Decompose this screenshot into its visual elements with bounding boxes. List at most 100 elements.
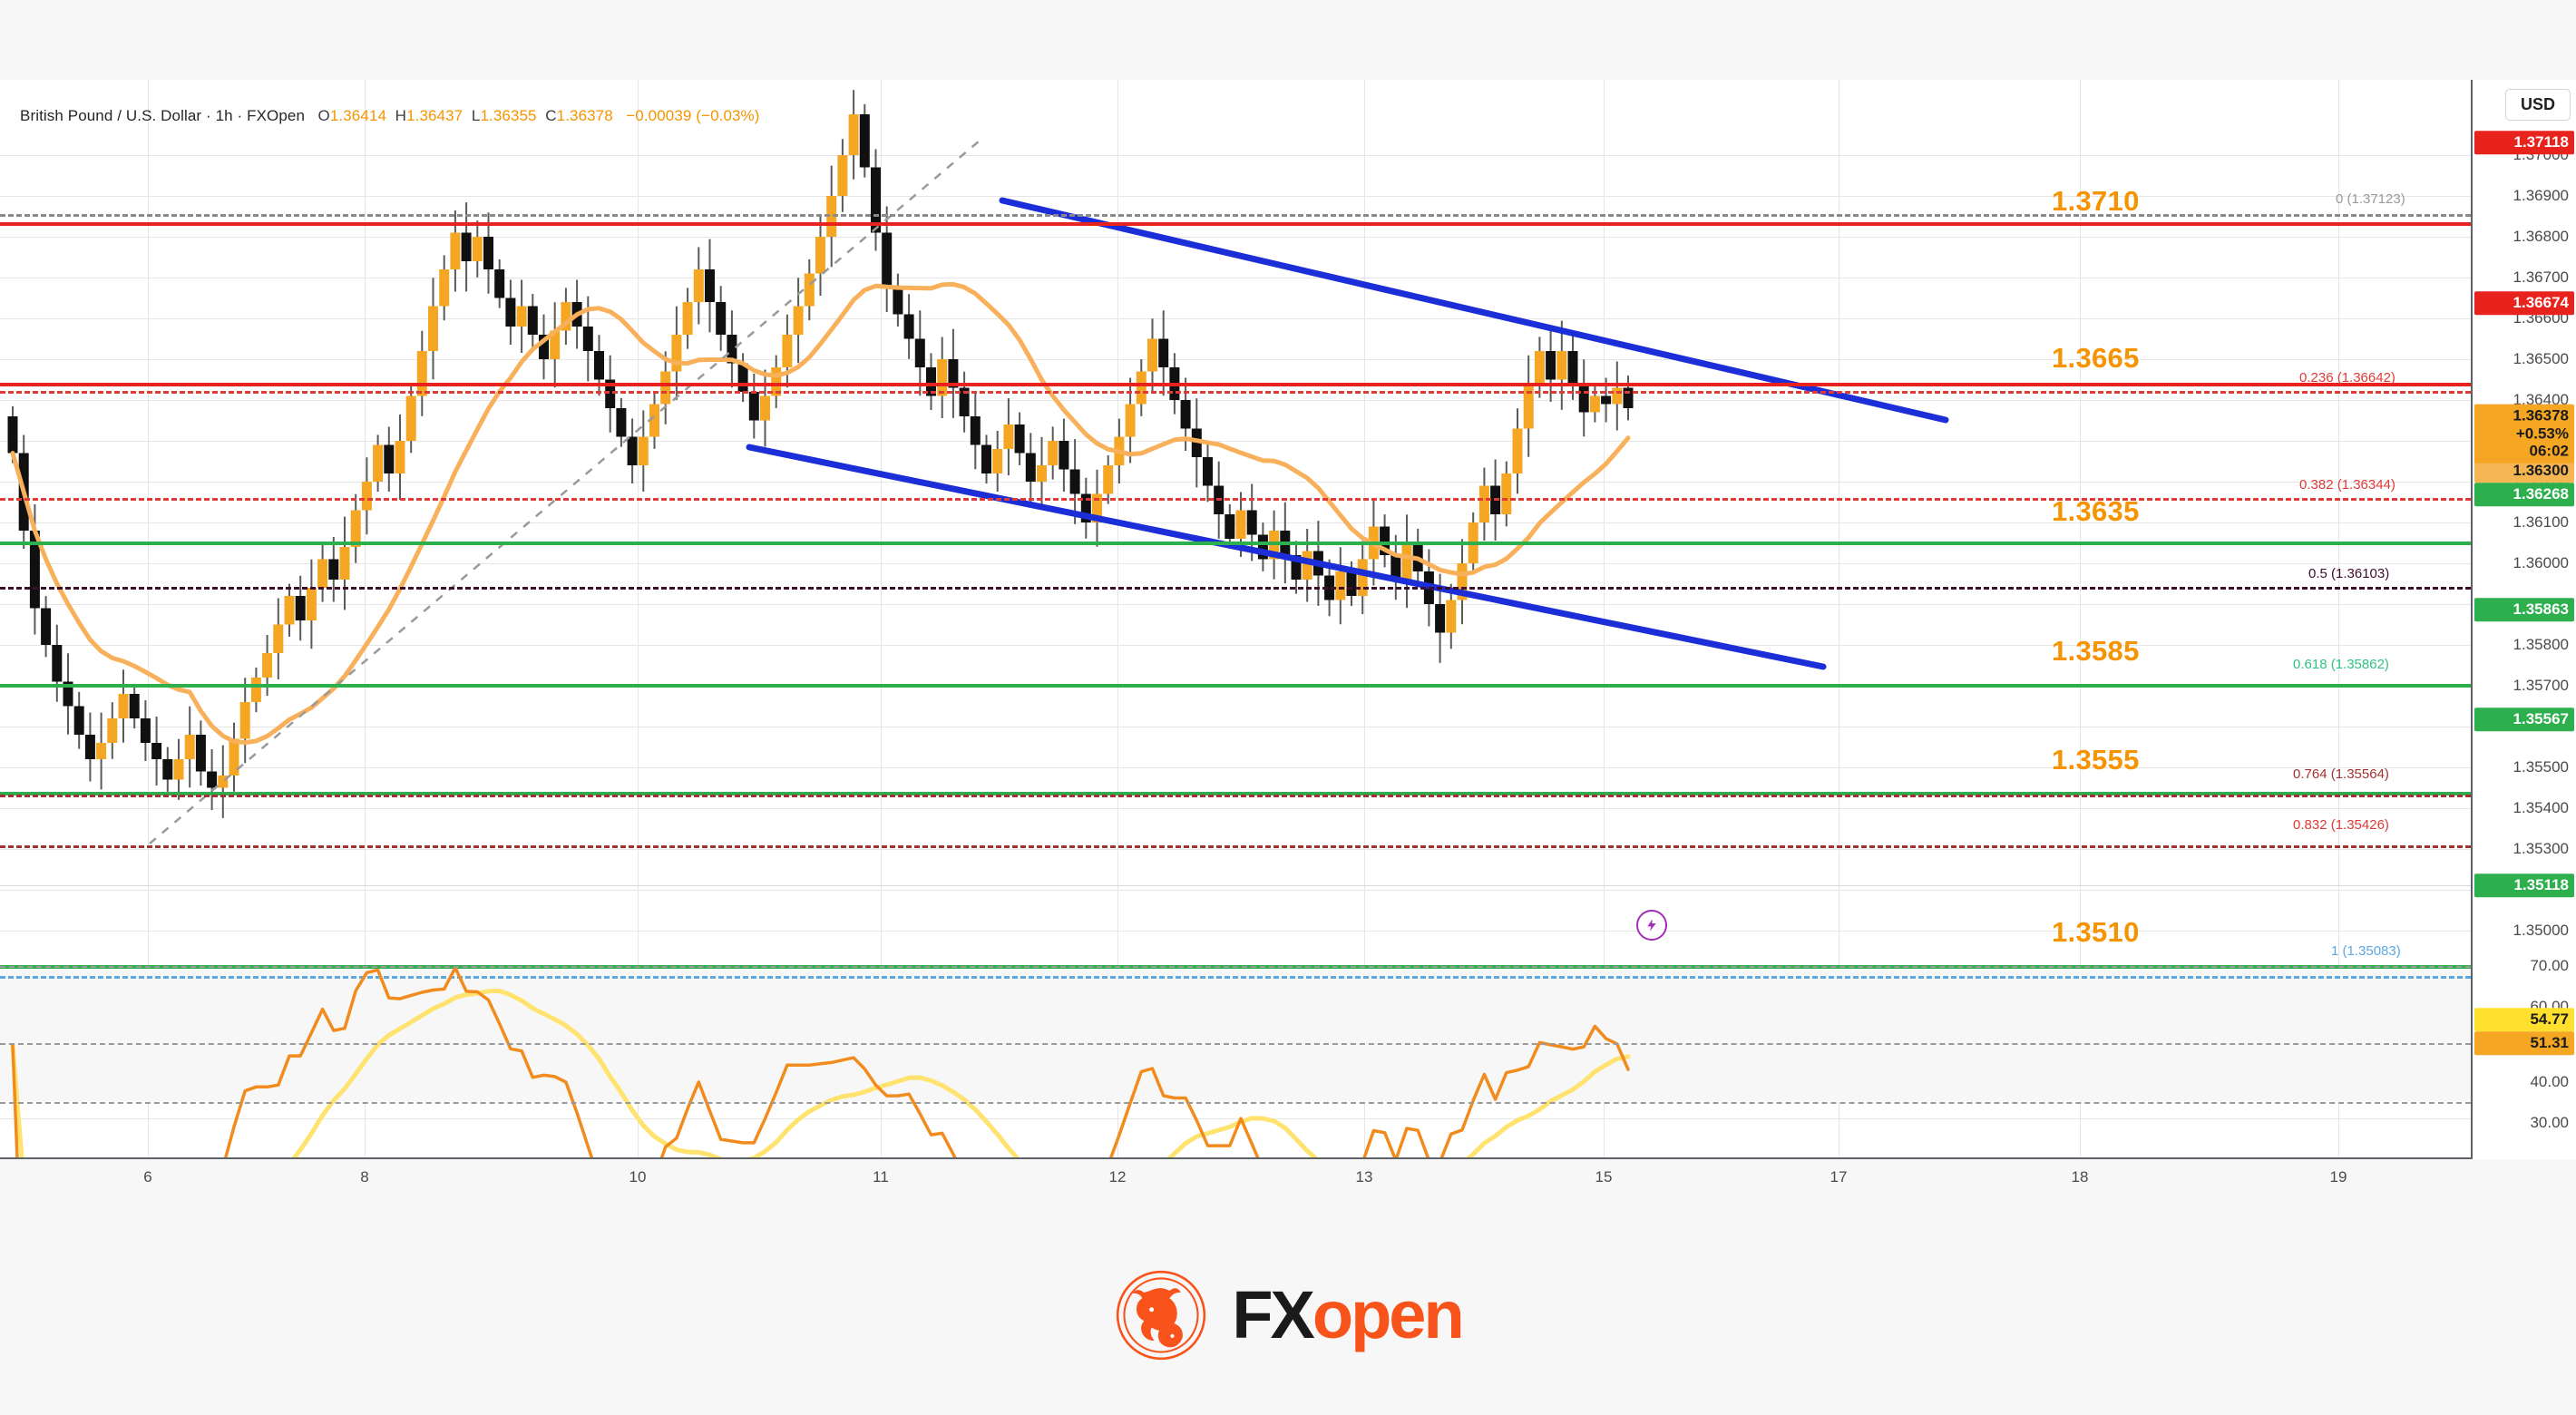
- gridline: [0, 808, 2471, 809]
- time-axis-tick: 6: [143, 1168, 152, 1186]
- price-axis-tick: 1.36400: [2513, 391, 2569, 408]
- study-line[interactable]: [0, 845, 2471, 848]
- legend-separator-1: ·: [206, 107, 211, 124]
- study-line[interactable]: [0, 498, 2471, 501]
- fibonacci-level-label: 0.5 (1.36103): [2308, 566, 2390, 581]
- current-price-price: 1.36378: [2513, 406, 2569, 424]
- study-line[interactable]: [0, 391, 2471, 394]
- gridline: [0, 196, 2471, 197]
- rsi-line: [11, 966, 1630, 1159]
- time-axis-tick: 11: [873, 1168, 889, 1186]
- price-axis-badge: 1.36674: [2474, 291, 2574, 315]
- fibonacci-level-label: 0.382 (1.36344): [2299, 477, 2395, 493]
- study-line[interactable]: [0, 587, 2471, 590]
- key-level-label: 1.3510: [2052, 916, 2140, 948]
- key-level-label: 1.3635: [2052, 495, 2140, 527]
- footer-branding: FXopen: [0, 1215, 2576, 1415]
- rsi-pane[interactable]: [0, 890, 2471, 1159]
- rsi-lower-band-line: [0, 1102, 2471, 1104]
- chart-legend: British Pound / U.S. Dollar · 1h · FXOpe…: [20, 107, 760, 125]
- price-axis-tick: 1.35500: [2513, 758, 2569, 776]
- key-level-label: 1.3710: [2052, 185, 2140, 217]
- open-label: O: [317, 107, 330, 124]
- close-value: 1.36378: [556, 107, 613, 124]
- open-value: 1.36414: [329, 107, 387, 124]
- study-line[interactable]: [0, 383, 2471, 386]
- gridline: [0, 849, 2471, 850]
- price-axis-tick: 1.36900: [2513, 187, 2569, 204]
- study-line[interactable]: [0, 795, 2471, 797]
- price-axis-tick: 1.35000: [2513, 922, 2569, 939]
- chart-canvas[interactable]: 0 (1.37123) 0.236 (1.36642) 0.382 (1.36344…: [0, 80, 2503, 1159]
- broker-label: FXOpen: [247, 107, 306, 124]
- lightning-bolt-icon[interactable]: [1636, 910, 1667, 941]
- price-axis-tick: 1.35300: [2513, 840, 2569, 857]
- fxopen-bull-logo-icon: [1114, 1268, 1208, 1362]
- current-price-percent: +0.53%: [2515, 424, 2569, 443]
- rsi-midline: [0, 1043, 2471, 1045]
- bolt-glyph: [1647, 919, 1656, 932]
- key-level-label: 1.3555: [2052, 744, 2140, 776]
- time-axis-tick: 17: [1830, 1168, 1848, 1186]
- price-axis-badge: 54.77: [2474, 1008, 2574, 1031]
- fibonacci-level-label: 0 (1.37123): [2336, 191, 2405, 207]
- time-axis-tick: 13: [1355, 1168, 1373, 1186]
- fibonacci-level-label: 0.618 (1.35862): [2293, 657, 2389, 672]
- price-axis-badge: 1.36268: [2474, 483, 2574, 506]
- legend-separator-2: ·: [237, 107, 243, 124]
- price-axis-badge: 1.37118: [2474, 131, 2574, 154]
- price-axis-badge: 1.35118: [2474, 873, 2574, 897]
- current-price-badge[interactable]: 1.36378 +0.53% 06:02: [2474, 404, 2574, 464]
- change-value: −0.00039 (−0.03%): [626, 107, 760, 124]
- study-line[interactable]: [0, 684, 2471, 688]
- fibonacci-level-label: 0.764 (1.35564): [2293, 766, 2389, 782]
- time-axis-line: [0, 1157, 2471, 1159]
- fibonacci-level-label: 1 (1.35083): [2331, 943, 2401, 959]
- price-axis-badge: 1.35567: [2474, 708, 2574, 731]
- bull-emblem: [1117, 1270, 1206, 1361]
- brand-open: open: [1312, 1277, 1465, 1352]
- price-axis-tick: 1.36000: [2513, 554, 2569, 571]
- time-axis-tick: 15: [1595, 1168, 1613, 1186]
- key-level-label: 1.3585: [2052, 635, 2140, 667]
- fxopen-wordmark: FXopen: [1232, 1282, 1464, 1349]
- symbol-name[interactable]: British Pound / U.S. Dollar: [20, 107, 202, 124]
- study-line[interactable]: [0, 222, 2471, 226]
- price-axis-tick: 30.00: [2530, 1114, 2569, 1131]
- fibonacci-level-label: 0.832 (1.35426): [2293, 817, 2389, 833]
- gridline: [2080, 80, 2081, 1159]
- rsi-moving-average-line: [10, 988, 1631, 1159]
- study-line[interactable]: [0, 214, 2471, 217]
- price-axis-tick: 1.36500: [2513, 350, 2569, 367]
- fibonacci-level-label: 0.236 (1.36642): [2299, 370, 2395, 385]
- rsi-series: [10, 966, 1631, 1159]
- price-axis-separator: [2471, 80, 2473, 1159]
- price-axis-tick: 1.36700: [2513, 268, 2569, 286]
- close-label: C: [545, 107, 557, 124]
- key-level-label: 1.3665: [2052, 342, 2140, 374]
- price-axis-tick: 1.35800: [2513, 636, 2569, 653]
- time-axis-tick: 8: [360, 1168, 369, 1186]
- gridline: [0, 890, 2471, 891]
- price-axis-tick: 1.35400: [2513, 799, 2569, 816]
- low-label: L: [471, 107, 481, 124]
- price-axis-badge: 51.31: [2474, 1031, 2574, 1055]
- timeframe-label[interactable]: 1h: [215, 107, 233, 124]
- currency-chip[interactable]: USD: [2504, 89, 2571, 121]
- rsi-upper-band-line: [0, 966, 2471, 968]
- pane-separator: [0, 885, 2503, 886]
- low-value: 1.36355: [480, 107, 537, 124]
- price-axis-tick: 40.00: [2530, 1073, 2569, 1090]
- brand-fx: FX: [1232, 1277, 1315, 1352]
- time-axis-tick: 12: [1108, 1168, 1127, 1186]
- high-label: H: [395, 107, 407, 124]
- study-line[interactable]: [0, 542, 2471, 545]
- price-axis-tick: 1.36100: [2513, 513, 2569, 531]
- study-line[interactable]: [0, 792, 2471, 795]
- time-axis-tick: 19: [2329, 1168, 2347, 1186]
- price-axis[interactable]: USD 1.37000 1.36900 1.36800 1.36700 1.36600 1…: [2473, 80, 2576, 1159]
- high-value: 1.36437: [406, 107, 463, 124]
- time-axis-tick: 18: [2071, 1168, 2089, 1186]
- time-axis-tick: 10: [629, 1168, 647, 1186]
